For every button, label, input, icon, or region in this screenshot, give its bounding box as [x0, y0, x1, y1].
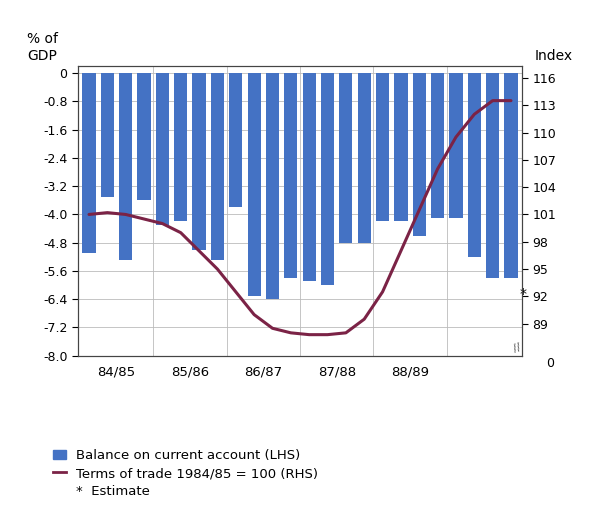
- Bar: [174, 73, 187, 221]
- Text: *: *: [519, 287, 526, 301]
- Bar: [266, 73, 279, 299]
- Bar: [486, 73, 499, 278]
- Bar: [431, 73, 444, 218]
- Bar: [119, 73, 133, 260]
- Bar: [505, 73, 518, 278]
- Text: //: //: [512, 342, 523, 354]
- Bar: [467, 73, 481, 257]
- Bar: [137, 73, 151, 200]
- Bar: [321, 73, 334, 285]
- Bar: [302, 73, 316, 281]
- Legend: Balance on current account (LHS), Terms of trade 1984/85 = 100 (RHS), *  Estimat: Balance on current account (LHS), Terms …: [48, 444, 323, 503]
- Bar: [229, 73, 242, 207]
- Bar: [248, 73, 261, 296]
- Bar: [394, 73, 407, 221]
- Text: Index: Index: [535, 49, 573, 63]
- Bar: [358, 73, 371, 243]
- Bar: [413, 73, 426, 236]
- Bar: [193, 73, 206, 249]
- Text: % of
GDP: % of GDP: [27, 32, 58, 63]
- Bar: [449, 73, 463, 218]
- Text: 0: 0: [547, 357, 554, 370]
- Bar: [376, 73, 389, 221]
- Bar: [156, 73, 169, 225]
- Bar: [211, 73, 224, 260]
- Bar: [82, 73, 95, 253]
- Bar: [284, 73, 298, 278]
- Bar: [339, 73, 352, 243]
- Bar: [101, 73, 114, 197]
